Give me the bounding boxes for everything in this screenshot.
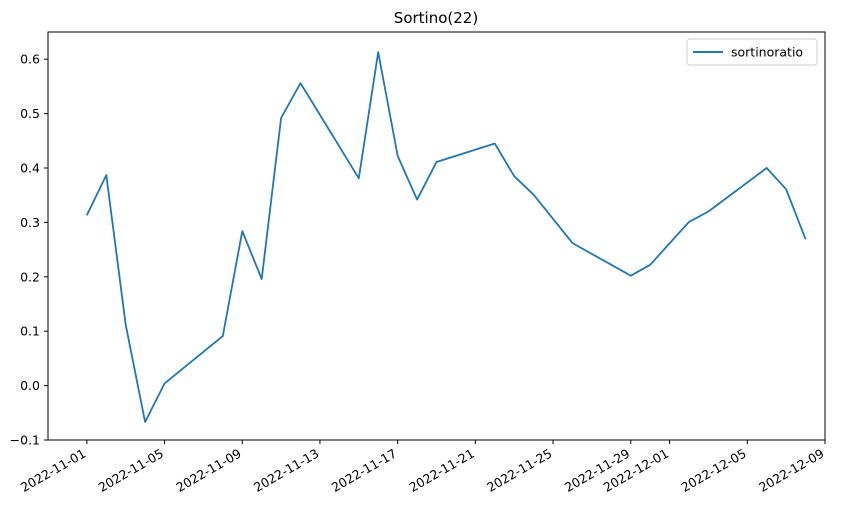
legend-box [686, 38, 818, 66]
y-tick-label: 0.5 [20, 106, 40, 121]
y-tick-label: −0.1 [10, 433, 40, 448]
plot-frame [47, 31, 826, 441]
series-line-sortinoratio [85, 51, 807, 423]
legend: sortinoratio [686, 38, 818, 66]
y-tick-label: 0.1 [20, 324, 40, 339]
y-axis: −0.1 0.0 0.1 0.2 0.3 0.4 0.5 0.6 [10, 52, 48, 448]
chart-title: Sortino(22) [394, 9, 478, 27]
legend-label: sortinoratio [731, 45, 803, 60]
y-tick-label: 0.2 [20, 269, 40, 284]
y-tick-label: 0.4 [20, 161, 40, 176]
y-tick-label: 0.0 [20, 378, 40, 393]
series-layer [85, 51, 807, 423]
y-tick-label: 0.3 [20, 215, 40, 230]
y-tick-label: 0.6 [20, 52, 40, 67]
